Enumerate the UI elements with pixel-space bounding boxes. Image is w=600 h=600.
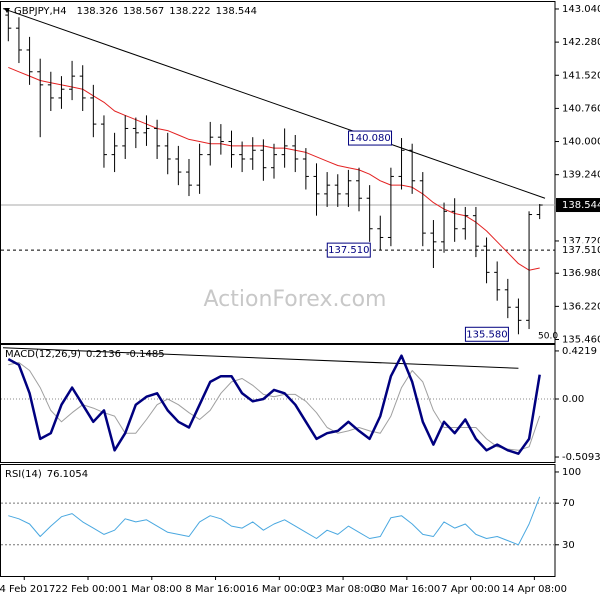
y-tick-label: 70 xyxy=(562,498,575,509)
y-tick-label: 0.4219 xyxy=(562,346,597,357)
y-tick-label: 142.280 xyxy=(562,37,600,48)
x-tick-label: 14 Apr 08:00 xyxy=(502,584,567,595)
y-tick-label: 140.000 xyxy=(562,137,600,148)
y-tick-label: 30 xyxy=(562,540,575,551)
x-tick-label: 14 Feb 2017 xyxy=(0,584,55,595)
y-tick-label: 137.720 xyxy=(562,236,600,247)
y-tick-label: 0.00 xyxy=(562,394,584,405)
indicator-line xyxy=(7,354,541,455)
x-tick-label: 23 Mar 08:00 xyxy=(310,584,377,595)
header-value: -0.1485 xyxy=(126,349,165,360)
trend-line xyxy=(2,8,546,199)
panel-frame xyxy=(0,464,556,577)
x-tick-label: 1 Mar 08:00 xyxy=(122,584,182,595)
price-label: 137.510 xyxy=(328,245,369,256)
price-label-box xyxy=(348,130,393,146)
fib-label: 50.0 xyxy=(538,332,558,342)
panel-title: MACD(12,26,9) xyxy=(5,349,81,360)
x-tick-label: 7 Apr 00:00 xyxy=(441,584,500,595)
y-tick-label: 143.040 xyxy=(562,4,600,15)
indicator-line xyxy=(8,496,541,546)
header-value: 0.2136 xyxy=(86,349,121,360)
price-label-box xyxy=(464,326,509,342)
header-value: 76.1054 xyxy=(47,469,88,480)
price-label-box xyxy=(326,242,371,258)
panel-title: GBPJPY,H4 xyxy=(14,6,67,17)
indicator-line xyxy=(8,362,541,451)
y-tick-label: 139.240 xyxy=(562,170,600,181)
panel-frame xyxy=(0,1,556,344)
panel-frame xyxy=(0,344,556,463)
header-low: 138.222 xyxy=(169,6,210,17)
header-open: 138.326 xyxy=(77,6,118,17)
x-tick-label: 16 Mar 00:00 xyxy=(246,584,313,595)
panel-header: RSI(14) 76.1054 xyxy=(5,469,88,480)
y-tick-label: 136.980 xyxy=(562,268,600,279)
x-tick-label: 22 Feb 00:00 xyxy=(55,584,121,595)
y-tick-label: 135.460 xyxy=(562,335,600,346)
price-label: 140.080 xyxy=(349,133,390,144)
y-tick-label: 140.760 xyxy=(562,103,600,114)
axis-highlight-label: 138.544 xyxy=(562,200,600,211)
axis-highlight xyxy=(556,243,600,258)
y-tick-label: -0.5093 xyxy=(562,452,600,463)
axis-highlight xyxy=(556,198,600,213)
price-label: 135.580 xyxy=(466,329,507,340)
header-high: 138.567 xyxy=(123,6,164,17)
panel-header: MACD(12,26,9) 0.2136 -0.1485 xyxy=(5,349,165,360)
watermark: ActionForex.com xyxy=(204,287,387,312)
trend-line xyxy=(2,347,519,369)
y-tick-label: 100 xyxy=(562,467,581,478)
y-tick-label: 136.220 xyxy=(562,301,600,312)
x-tick-label: 8 Mar 16:00 xyxy=(185,584,245,595)
panel-title: RSI(14) xyxy=(5,469,42,480)
axis-highlight-label: 137.510 xyxy=(562,245,600,256)
x-tick-label: 30 Mar 16:00 xyxy=(373,584,440,595)
header-close: 138.544 xyxy=(216,6,257,17)
y-tick-label: 141.520 xyxy=(562,70,600,81)
panel-header: GBPJPY,H4 138.326 138.567 138.222 138.544 xyxy=(14,6,257,17)
